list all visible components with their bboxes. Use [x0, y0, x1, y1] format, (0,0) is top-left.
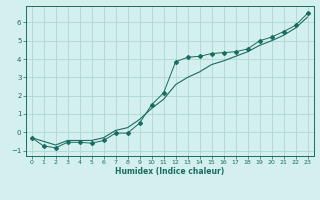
- X-axis label: Humidex (Indice chaleur): Humidex (Indice chaleur): [115, 167, 224, 176]
